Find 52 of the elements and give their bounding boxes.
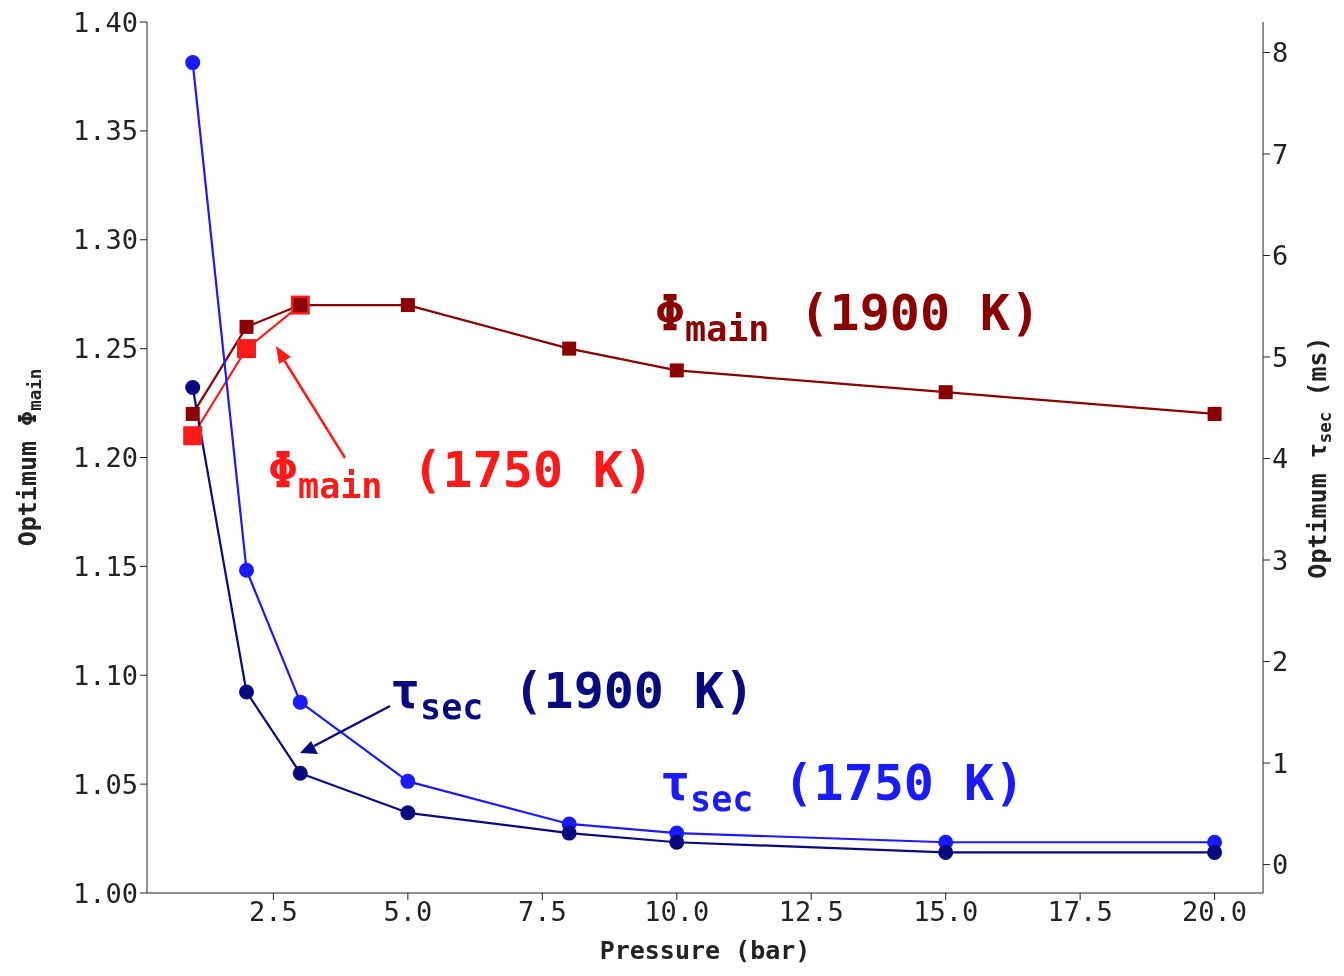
point — [1207, 406, 1222, 421]
series-label: τ$_{sec}$ (1750 K) — [660, 754, 1025, 819]
point — [292, 765, 308, 781]
x-tick-label: 15.0 — [913, 896, 979, 928]
y2-tick-label: 1 — [1272, 747, 1289, 779]
point — [400, 298, 415, 313]
y2-tick-label: 0 — [1272, 849, 1289, 881]
point — [239, 684, 254, 700]
y-tick-label: 1.00 — [72, 877, 138, 909]
y-tick-label: 1.40 — [72, 6, 138, 38]
point — [239, 319, 254, 334]
x-tick-label: 12.5 — [778, 896, 844, 928]
y2-tick-label: 3 — [1272, 544, 1289, 576]
legend-label: τ$_{sec}$ (1900 K) — [390, 662, 755, 727]
point — [400, 805, 416, 821]
point — [292, 694, 308, 710]
y2-tick-label: 5 — [1272, 341, 1289, 373]
y-tick-label: 1.35 — [72, 115, 138, 147]
x-tick-label: 10.0 — [644, 896, 710, 928]
x-tick-label: 17.5 — [1047, 896, 1113, 928]
point — [561, 825, 577, 841]
point — [185, 379, 201, 395]
point — [400, 773, 416, 789]
y2-tick-label: 4 — [1272, 443, 1289, 475]
point — [1207, 844, 1223, 860]
y-tick-label: 1.20 — [72, 442, 138, 474]
y2-tick-label: 7 — [1272, 138, 1289, 170]
series-label: Φ$_{main}$ (1750 K) — [268, 441, 654, 506]
y-tick-label: 1.30 — [72, 224, 138, 256]
point — [938, 844, 954, 860]
y-tick-label: 1.25 — [72, 333, 138, 365]
point — [183, 426, 203, 446]
point — [185, 406, 200, 421]
point — [669, 834, 685, 850]
x-tick-label: 20.0 — [1182, 896, 1248, 928]
point — [562, 341, 577, 356]
y2-tick-label: 6 — [1272, 240, 1289, 272]
y-tick-label: 1.05 — [72, 768, 138, 800]
y-tick-label: 1.10 — [72, 659, 138, 691]
series-label: Φ$_{main}$ (1900 K) — [655, 284, 1041, 349]
y2-tick-label: 8 — [1272, 37, 1289, 69]
x-tick-label: 7.5 — [517, 896, 567, 928]
point — [239, 562, 254, 578]
point — [185, 55, 201, 71]
point — [669, 363, 684, 378]
y2-tick-label: 2 — [1272, 646, 1289, 678]
x-axis-title: Pressure (bar) — [599, 936, 811, 965]
point — [938, 385, 953, 400]
point — [237, 339, 256, 359]
x-tick-label: 5.0 — [383, 896, 433, 928]
x-tick-label: 2.5 — [249, 896, 298, 928]
y-tick-label: 1.15 — [72, 550, 138, 582]
